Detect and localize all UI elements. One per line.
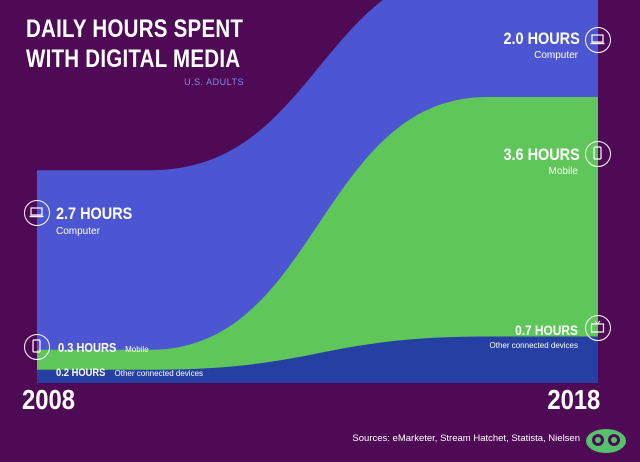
title-line-2: WITH DIGITAL MEDIA [26,45,241,73]
other-2018-value: 0.7 HOURS [515,322,578,338]
chart-subtitle: U.S. ADULTS [184,77,244,87]
mobile-2008-label: 0.3 HOURS Mobile [58,339,149,357]
logo-icon [586,429,626,453]
laptop-icon [585,27,611,53]
year-start: 2008 [22,384,75,415]
other-2008-name: Other connected devices [114,369,204,378]
computer-2008-name: Computer [56,226,100,237]
area-other [37,336,598,383]
chart-title: DAILY HOURS SPENT WITH DIGITAL MEDIA [26,14,297,74]
year-end: 2018 [547,384,600,415]
smartphone-icon [24,334,50,360]
area-mobile [37,97,598,384]
other-2008-label: 0.2 HOURS Other connected devices [56,363,203,381]
tv-icon [585,315,611,341]
computer-2018-name: Computer [534,50,578,61]
mobile-2008-value: 0.3 HOURS [58,340,117,355]
computer-2008-value: 2.7 HOURS [56,204,133,223]
computer-2018-value: 2.0 HOURS [503,29,580,48]
mobile-2008-name: Mobile [125,345,149,354]
laptop-icon [24,200,50,226]
other-2018-name: Other connected devices [489,341,579,350]
mobile-2018-name: Mobile [548,166,578,177]
source-note: Sources: eMarketer, Stream Hatchet, Stat… [352,433,580,444]
smartphone-icon [585,141,611,167]
title-line-1: DAILY HOURS SPENT [26,15,244,43]
other-2008-value: 0.2 HOURS [56,367,106,379]
mobile-2018-value: 3.6 HOURS [503,145,580,164]
